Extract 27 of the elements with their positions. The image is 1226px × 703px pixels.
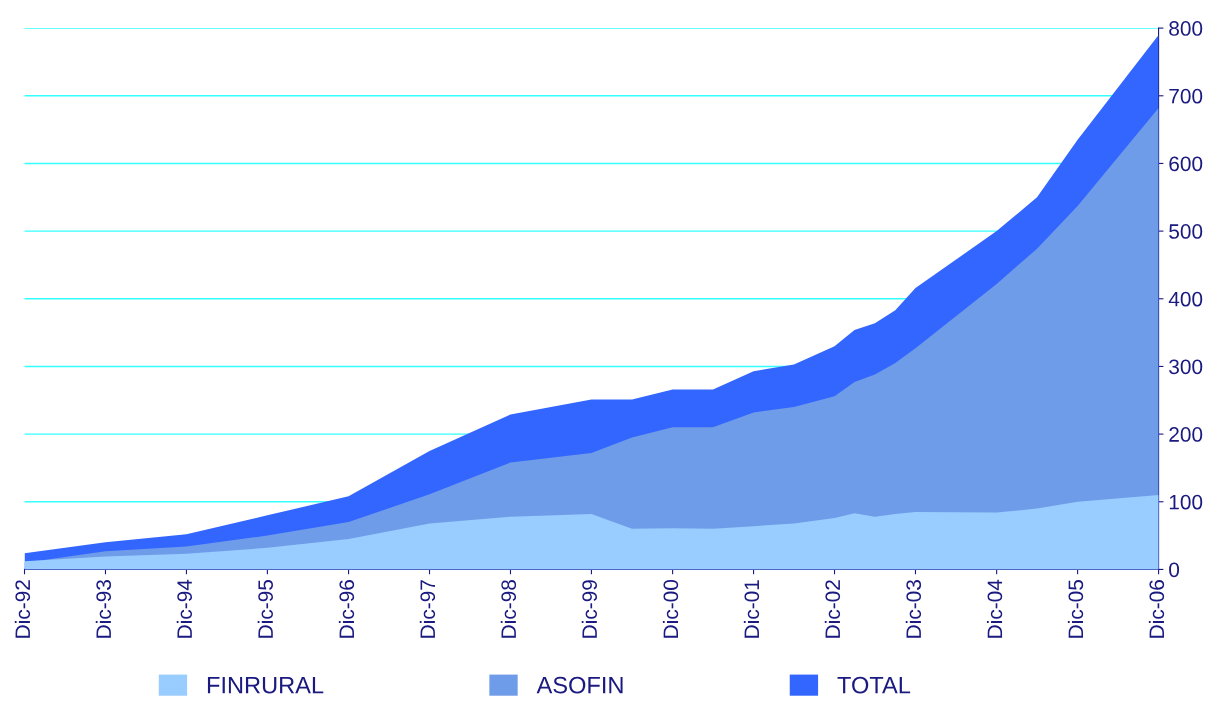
x-tick-label: Dic-95 [257, 580, 273, 638]
x-tick-label: Dic-99 [581, 580, 598, 638]
x-tick-label: Dic-03 [905, 580, 922, 638]
x-tick-label: Dic-05 [1067, 580, 1084, 638]
y-tick-label: 800 [1169, 21, 1203, 36]
x-tick-label: Dic-04 [986, 579, 1003, 638]
y-tick-label: 200 [1169, 427, 1203, 442]
x-tick-label: Dic-01 [743, 580, 760, 638]
y-tick-label: 600 [1169, 156, 1203, 172]
x-tick-label: Dic-06 [1148, 580, 1165, 638]
y-tick-label: 700 [1169, 88, 1203, 104]
y-tick-label: 400 [1168, 291, 1203, 307]
y-tick-label: 300 [1169, 359, 1203, 375]
x-tick-label: Dic-94 [176, 579, 193, 638]
legend-label: ASOFIN [536, 676, 623, 694]
y-tick-label: 100 [1169, 494, 1203, 510]
x-tick-label: Dic-96 [338, 580, 355, 638]
x-tick-label: Dic-97 [419, 580, 436, 638]
legend-label: TOTAL [837, 676, 911, 694]
x-tick-label: Dic-00 [662, 579, 679, 638]
x-tick-label: Dic-98 [500, 580, 517, 638]
x-tick-label: Dic-92 [14, 580, 31, 638]
y-tick-label: 0 [1169, 562, 1180, 578]
legend-label: FINRURAL [207, 676, 324, 694]
x-tick-label: Dic-02 [824, 580, 841, 638]
y-tick-label: 500 [1169, 224, 1203, 239]
x-tick-label: Dic-93 [95, 580, 112, 638]
